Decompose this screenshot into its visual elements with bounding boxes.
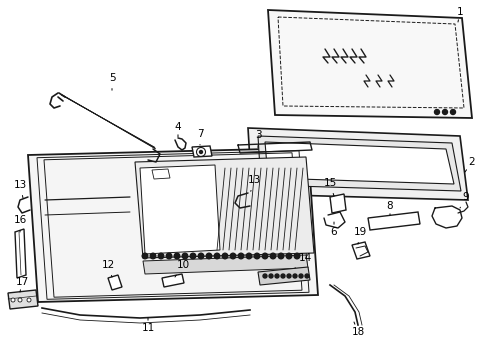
Text: 5: 5 <box>108 73 115 90</box>
Polygon shape <box>329 194 346 213</box>
Circle shape <box>27 298 31 302</box>
Polygon shape <box>258 136 460 191</box>
Polygon shape <box>140 165 220 254</box>
Polygon shape <box>162 274 183 287</box>
Circle shape <box>230 253 235 259</box>
Circle shape <box>262 253 267 259</box>
Text: 17: 17 <box>15 277 29 292</box>
Circle shape <box>274 274 279 278</box>
Text: 12: 12 <box>101 260 114 277</box>
Polygon shape <box>258 267 309 285</box>
Polygon shape <box>152 169 170 179</box>
Text: 3: 3 <box>254 130 261 148</box>
Text: 15: 15 <box>323 178 336 196</box>
Circle shape <box>278 253 283 259</box>
Text: 18: 18 <box>351 322 364 337</box>
Circle shape <box>182 253 187 259</box>
Polygon shape <box>15 229 26 278</box>
Circle shape <box>434 109 439 114</box>
Circle shape <box>298 274 303 278</box>
Circle shape <box>199 150 202 153</box>
Circle shape <box>292 274 296 278</box>
Circle shape <box>286 274 290 278</box>
Polygon shape <box>142 255 307 274</box>
Circle shape <box>442 109 447 114</box>
Circle shape <box>206 253 211 259</box>
Polygon shape <box>192 146 212 157</box>
Polygon shape <box>135 157 313 258</box>
Text: 9: 9 <box>459 192 468 208</box>
Polygon shape <box>351 242 369 259</box>
Text: 1: 1 <box>456 7 462 22</box>
Circle shape <box>214 253 219 259</box>
Text: 7: 7 <box>196 129 203 145</box>
Circle shape <box>174 253 180 259</box>
Text: 4: 4 <box>174 122 181 137</box>
Circle shape <box>254 253 259 259</box>
Circle shape <box>198 253 203 259</box>
Polygon shape <box>8 290 38 309</box>
Circle shape <box>294 253 299 259</box>
Text: 14: 14 <box>294 253 311 268</box>
Circle shape <box>268 274 272 278</box>
Text: 8: 8 <box>386 201 392 215</box>
Text: 6: 6 <box>330 222 337 237</box>
Circle shape <box>270 253 275 259</box>
Polygon shape <box>247 128 467 200</box>
Circle shape <box>222 253 227 259</box>
Circle shape <box>11 298 15 302</box>
Circle shape <box>190 253 195 259</box>
Circle shape <box>18 298 22 302</box>
Text: 13: 13 <box>247 175 260 191</box>
Polygon shape <box>108 275 122 290</box>
Text: 19: 19 <box>353 227 366 244</box>
Text: 11: 11 <box>141 318 154 333</box>
Polygon shape <box>367 212 419 230</box>
Text: 13: 13 <box>13 180 26 198</box>
Circle shape <box>305 274 308 278</box>
Polygon shape <box>264 142 453 184</box>
Circle shape <box>263 274 266 278</box>
Circle shape <box>285 253 291 259</box>
Circle shape <box>150 253 156 259</box>
Text: 2: 2 <box>464 157 474 172</box>
Text: 10: 10 <box>175 260 189 277</box>
Polygon shape <box>28 148 317 302</box>
Circle shape <box>158 253 163 259</box>
Circle shape <box>238 253 244 259</box>
Circle shape <box>142 253 147 259</box>
Text: 16: 16 <box>13 215 26 232</box>
Circle shape <box>166 253 171 259</box>
Circle shape <box>245 253 251 259</box>
Circle shape <box>281 274 285 278</box>
Circle shape <box>449 109 454 114</box>
Polygon shape <box>267 10 471 118</box>
